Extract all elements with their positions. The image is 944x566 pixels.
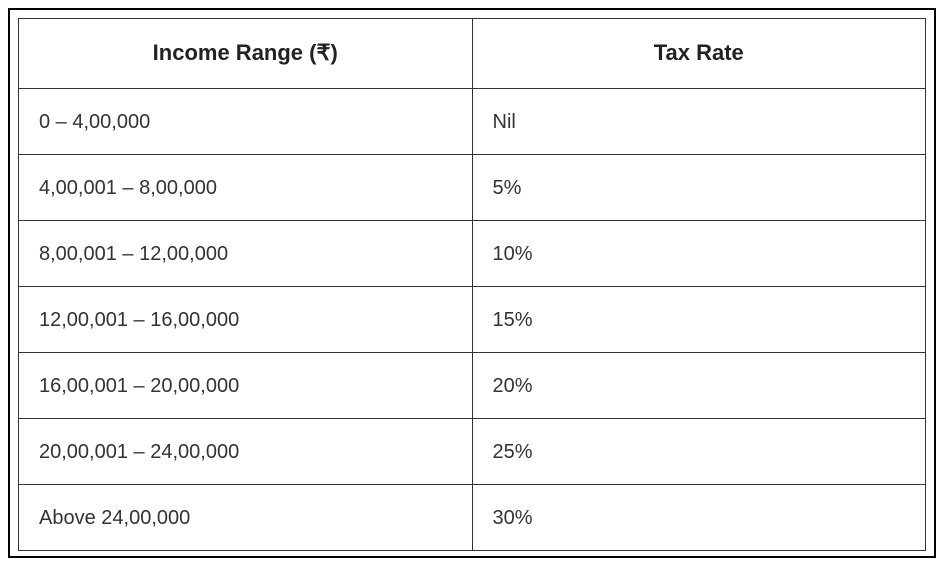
cell-tax-rate: 30% <box>472 485 926 551</box>
tax-table: Income Range (₹) Tax Rate 0 – 4,00,000 N… <box>18 18 926 551</box>
table-row: 12,00,001 – 16,00,000 15% <box>19 287 926 353</box>
cell-income-range: Above 24,00,000 <box>19 485 473 551</box>
cell-income-range: 16,00,001 – 20,00,000 <box>19 353 473 419</box>
table-header-row: Income Range (₹) Tax Rate <box>19 19 926 89</box>
cell-tax-rate: 10% <box>472 221 926 287</box>
cell-tax-rate: 15% <box>472 287 926 353</box>
table-row: 4,00,001 – 8,00,000 5% <box>19 155 926 221</box>
table-frame: Income Range (₹) Tax Rate 0 – 4,00,000 N… <box>8 8 936 558</box>
cell-tax-rate: 5% <box>472 155 926 221</box>
cell-income-range: 0 – 4,00,000 <box>19 89 473 155</box>
table-row: 20,00,001 – 24,00,000 25% <box>19 419 926 485</box>
table-row: 8,00,001 – 12,00,000 10% <box>19 221 926 287</box>
cell-income-range: 4,00,001 – 8,00,000 <box>19 155 473 221</box>
table-row: 0 – 4,00,000 Nil <box>19 89 926 155</box>
col-header-tax-rate: Tax Rate <box>472 19 926 89</box>
col-header-income-range: Income Range (₹) <box>19 19 473 89</box>
table-row: 16,00,001 – 20,00,000 20% <box>19 353 926 419</box>
cell-income-range: 20,00,001 – 24,00,000 <box>19 419 473 485</box>
table-row: Above 24,00,000 30% <box>19 485 926 551</box>
cell-tax-rate: Nil <box>472 89 926 155</box>
cell-tax-rate: 20% <box>472 353 926 419</box>
cell-income-range: 8,00,001 – 12,00,000 <box>19 221 473 287</box>
cell-income-range: 12,00,001 – 16,00,000 <box>19 287 473 353</box>
cell-tax-rate: 25% <box>472 419 926 485</box>
